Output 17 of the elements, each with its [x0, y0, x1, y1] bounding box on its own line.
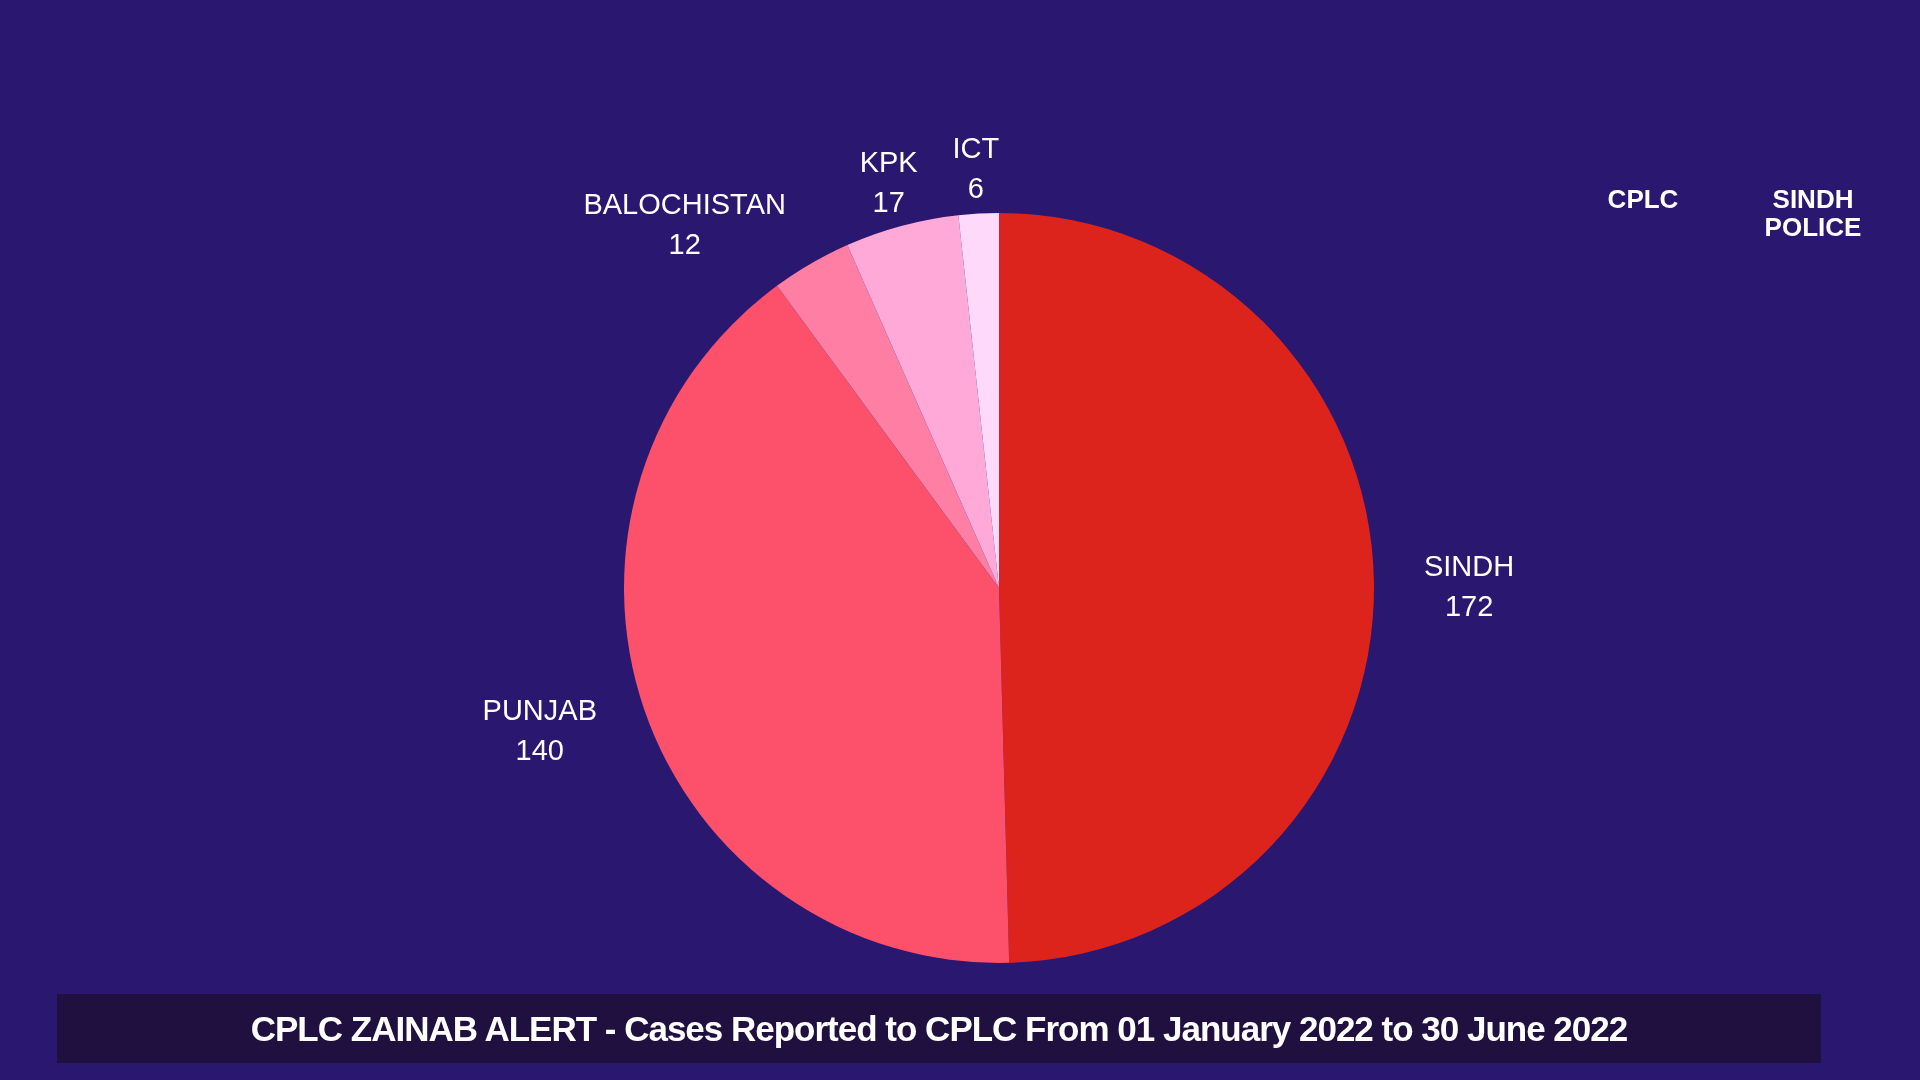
data-label: 6	[967, 171, 984, 204]
slice-label: BALOCHISTAN	[583, 188, 786, 221]
pie-slice	[776, 245, 999, 588]
data-label: 172	[1444, 590, 1494, 623]
pie-slice	[999, 213, 1374, 963]
text: SINDH POLICE	[1763, 184, 1863, 242]
slice-label: PUNJAB	[482, 693, 597, 726]
text: CPLC ZAINAB ALERT - Cases Reported to CPLC From 01 January 2022 to 30 June 2022	[57, 994, 1821, 1063]
slice-label: KPK	[859, 145, 919, 178]
pie-slice	[624, 285, 1010, 963]
text: CPLC	[1606, 184, 1680, 214]
slice-label: SINDH	[1423, 550, 1515, 583]
data-label: 140	[515, 733, 564, 766]
slice-label: ICT	[952, 131, 1000, 164]
pie-slice	[847, 215, 999, 588]
data-label: 12	[668, 228, 701, 261]
data-label: 17	[872, 185, 905, 218]
